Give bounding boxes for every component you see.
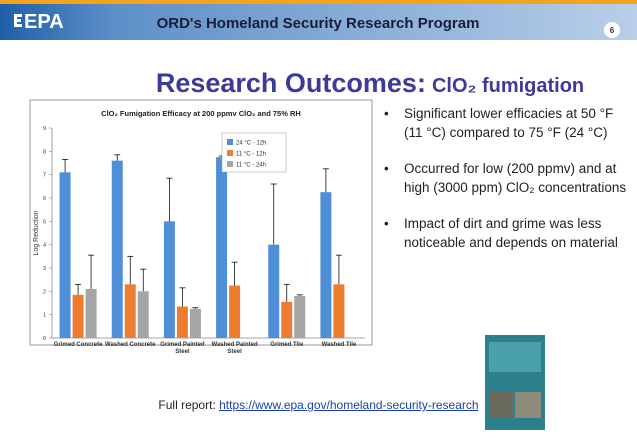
bar <box>294 296 305 338</box>
y-tick-label: 2 <box>43 289 46 295</box>
legend-swatch <box>227 161 233 167</box>
x-tick-label: Grimed Tile <box>261 342 313 349</box>
epa-logo-mark <box>14 14 22 27</box>
bullet: Impact of dirt and grime was less notice… <box>382 214 627 252</box>
bar <box>177 307 188 339</box>
y-tick-label: 3 <box>43 266 46 272</box>
report-thumbnail <box>485 335 545 430</box>
bar <box>268 245 279 338</box>
bar <box>216 157 227 338</box>
chart-title: ClO₂ Fumigation Efficacy at 200 ppmv ClO… <box>101 109 301 118</box>
bar <box>333 284 344 338</box>
legend-swatch <box>227 150 233 156</box>
legend-label: 24 °C - 12h <box>236 141 266 147</box>
legend-label: 11 °C - 12h <box>236 152 266 158</box>
y-tick-label: 1 <box>43 313 46 319</box>
bar <box>86 289 97 338</box>
x-tick-label: Washed Concrete <box>104 342 156 349</box>
y-tick-label: 9 <box>43 126 46 132</box>
bar <box>190 309 201 338</box>
bar <box>229 286 240 339</box>
bar <box>112 161 123 338</box>
bar <box>138 291 149 338</box>
bullet: Significant lower efficacies at 50 °F (1… <box>382 104 627 142</box>
title-main: Research Outcomes: <box>156 68 426 98</box>
y-tick-label: 7 <box>43 173 46 179</box>
bullet: Occurred for low (200 ppmv) and at high … <box>382 159 627 197</box>
program-title: ORD's Homeland Security Research Program <box>157 15 480 32</box>
bar <box>164 221 175 338</box>
bar <box>125 284 136 338</box>
legend-swatch <box>227 139 233 145</box>
x-tick-label: Washed Painted Steel <box>209 342 261 356</box>
x-tick-label: Grimed Painted Steel <box>156 342 208 356</box>
slide: EPA ORD's Homeland Security Research Pro… <box>0 0 637 440</box>
x-tick-label: Washed Tile <box>313 342 365 349</box>
page-number: 6 <box>610 26 615 35</box>
y-tick-label: 4 <box>43 243 46 249</box>
footer: Full report: https://www.epa.gov/homelan… <box>0 398 637 412</box>
accent-bar <box>0 0 637 4</box>
bar <box>60 172 71 338</box>
title-sub: ClO₂ fumigation <box>432 75 584 97</box>
bar <box>73 295 84 338</box>
slide-title: Research Outcomes: ClO₂ fumigation <box>156 68 584 98</box>
x-tick-label: Grimed Concrete <box>52 342 104 349</box>
y-tick-label: 0 <box>43 336 46 342</box>
legend-label: 11 °C - 24h <box>236 163 266 169</box>
epa-logo: EPA <box>24 11 64 33</box>
bullet-list: Significant lower efficacies at 50 °F (1… <box>382 104 627 269</box>
report-link[interactable]: https://www.epa.gov/homeland-security-re… <box>219 398 478 412</box>
y-tick-label: 8 <box>43 149 46 155</box>
y-axis-label: Log Reduction <box>33 210 40 255</box>
thumb-text-area <box>489 342 541 372</box>
y-tick-label: 6 <box>43 196 46 202</box>
bar <box>281 302 292 338</box>
y-tick-label: 5 <box>43 219 46 225</box>
bar <box>320 192 331 338</box>
footer-label: Full report: <box>158 398 215 412</box>
